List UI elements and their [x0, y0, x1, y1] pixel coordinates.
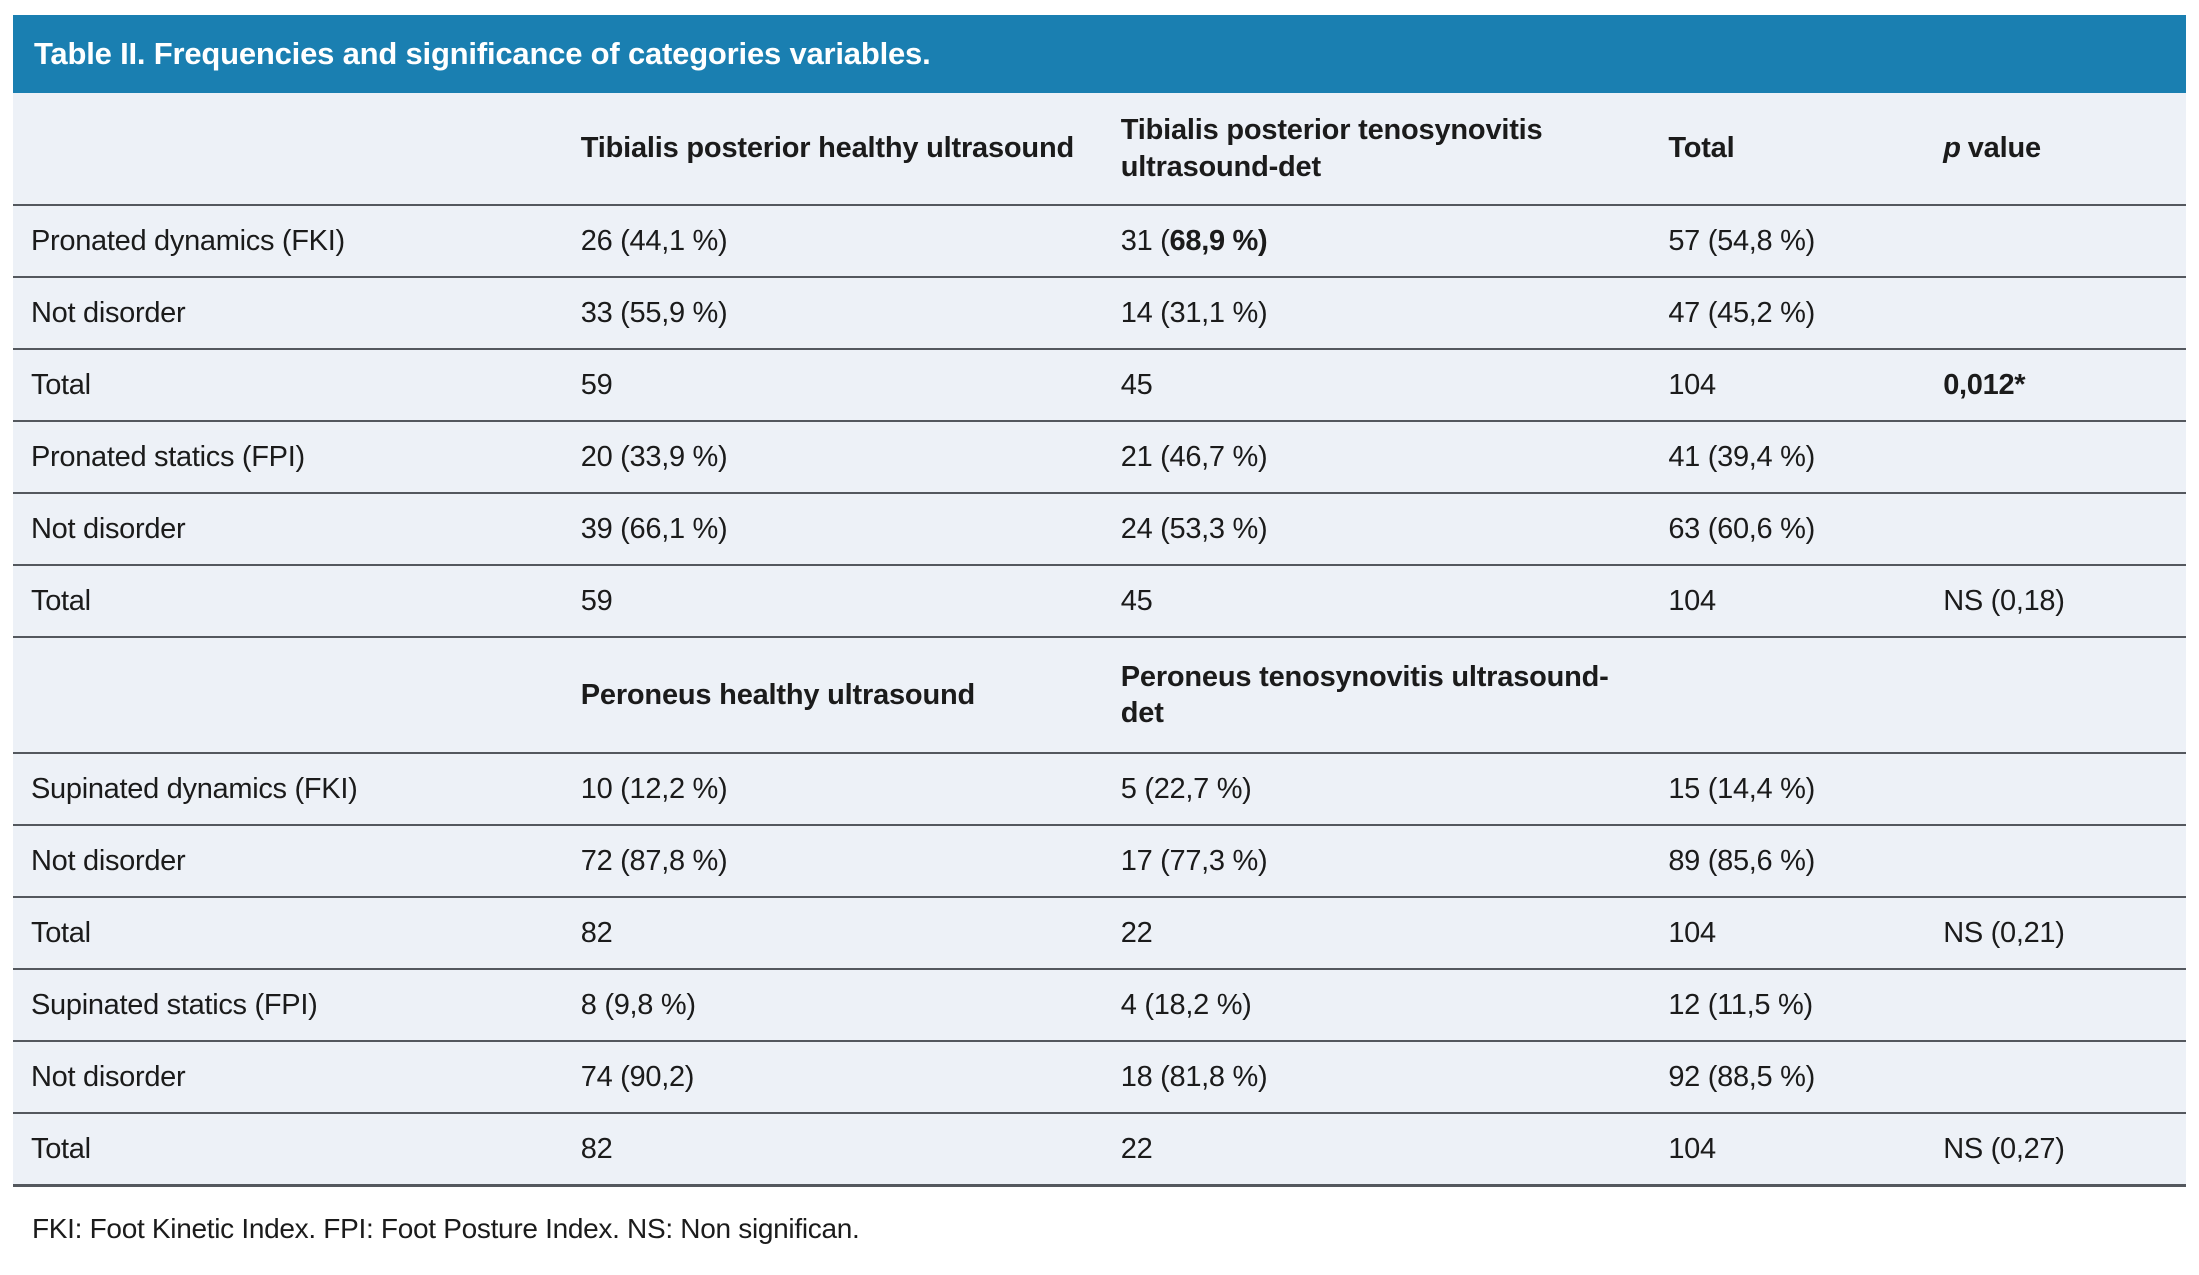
p-value-cell [1925, 969, 2186, 1042]
table-row: Total 82 22 104 NS (0,21) [13, 897, 2186, 970]
row-label-cell: Pronated statics (FPI) [13, 421, 563, 494]
table-row: Total 59 45 104 0,012* [13, 349, 2186, 422]
p-value-cell [1925, 1041, 2186, 1114]
value-cell: 72 (87,8 %) [562, 825, 1103, 898]
p-value-cell [1925, 753, 2186, 826]
row-label-cell: Total [13, 565, 563, 638]
header-total: Total [1650, 93, 1926, 206]
table-footnote: FKI: Foot Kinetic Index. FPI: Foot Postu… [13, 1186, 2186, 1245]
value-cell: 4 (18,2 %) [1102, 969, 1651, 1042]
table-title: Table II. Frequencies and significance o… [34, 36, 931, 71]
column-header-row-tibialis: Tibialis posterior healthy ultrasound Ti… [13, 93, 2186, 206]
value-cell: 33 (55,9 %) [562, 277, 1103, 350]
table-row: Not disorder 33 (55,9 %) 14 (31,1 %) 47 … [13, 277, 2186, 350]
p-value-cell: 0,012* [1925, 349, 2186, 422]
header-tibialis-healthy: Tibialis posterior healthy ultrasound [562, 93, 1103, 206]
value-cell: 26 (44,1 %) [562, 205, 1103, 278]
page: Table II. Frequencies and significance o… [13, 15, 2186, 1245]
value-cell: 8 (9,8 %) [562, 969, 1103, 1042]
table-row: Pronated dynamics (FKI) 26 (44,1 %) 31 (… [13, 205, 2186, 278]
row-label-cell: Total [13, 1113, 563, 1187]
value-cell: 89 (85,6 %) [1650, 825, 1926, 898]
row-label-cell: Total [13, 349, 563, 422]
header-tibialis-tenosynovitis: Tibialis posterior tenosynovitis ultraso… [1102, 93, 1651, 206]
value-cell: 20 (33,9 %) [562, 421, 1103, 494]
value-cell: 12 (11,5 %) [1650, 969, 1926, 1042]
value-cell: 47 (45,2 %) [1650, 277, 1926, 350]
value-cell: 39 (66,1 %) [562, 493, 1103, 566]
row-label-cell: Supinated dynamics (FKI) [13, 753, 563, 826]
value-cell: 45 [1102, 349, 1651, 422]
value-cell: 59 [562, 565, 1103, 638]
header-peroneus-tenosynovitis: Peroneus tenosynovitis ultrasound-det [1102, 637, 1651, 754]
frequencies-table: Tibialis posterior healthy ultrasound Ti… [13, 93, 2186, 1187]
value-cell: 24 (53,3 %) [1102, 493, 1651, 566]
header-p-value: p value [1925, 93, 2186, 206]
table-row: Not disorder 72 (87,8 %) 17 (77,3 %) 89 … [13, 825, 2186, 898]
value-cell: 21 (46,7 %) [1102, 421, 1651, 494]
row-label-cell: Supinated statics (FPI) [13, 969, 563, 1042]
table-row: Supinated statics (FPI) 8 (9,8 %) 4 (18,… [13, 969, 2186, 1042]
header-empty-cell [1650, 637, 1926, 754]
value-cell: 92 (88,5 %) [1650, 1041, 1926, 1114]
value-cell: 104 [1650, 1113, 1926, 1187]
table-row: Total 59 45 104 NS (0,18) [13, 565, 2186, 638]
p-value-cell [1925, 277, 2186, 350]
value-cell: 63 (60,6 %) [1650, 493, 1926, 566]
header-empty-cell [13, 93, 563, 206]
table-row: Pronated statics (FPI) 20 (33,9 %) 21 (4… [13, 421, 2186, 494]
p-value-cell: NS (0,18) [1925, 565, 2186, 638]
value-cell: 22 [1102, 897, 1651, 970]
value-cell: 14 (31,1 %) [1102, 277, 1651, 350]
table-title-bar: Table II. Frequencies and significance o… [13, 15, 2186, 93]
row-label-cell: Not disorder [13, 825, 563, 898]
value-cell: 57 (54,8 %) [1650, 205, 1926, 278]
value-cell: 31 (68,9 %) [1102, 205, 1651, 278]
value-regular-part: 31 ( [1120, 224, 1170, 257]
value-cell: 104 [1650, 565, 1926, 638]
header-empty-cell [1925, 637, 2186, 754]
value-bold-part: 68,9 %) [1169, 224, 1268, 257]
value-cell: 10 (12,2 %) [562, 753, 1103, 826]
row-label-cell: Not disorder [13, 493, 563, 566]
table-row: Supinated dynamics (FKI) 10 (12,2 %) 5 (… [13, 753, 2186, 826]
value-cell: 82 [562, 897, 1103, 970]
p-value-italic-p: p [1943, 132, 1961, 165]
value-cell: 45 [1102, 565, 1651, 638]
value-cell: 15 (14,4 %) [1650, 753, 1926, 826]
p-value-cell: NS (0,21) [1925, 897, 2186, 970]
table-row: Not disorder 39 (66,1 %) 24 (53,3 %) 63 … [13, 493, 2186, 566]
value-cell: 82 [562, 1113, 1103, 1187]
p-value-cell [1925, 205, 2186, 278]
column-header-row-peroneus: Peroneus healthy ultrasound Peroneus ten… [13, 637, 2186, 754]
p-value-cell [1925, 493, 2186, 566]
value-cell: 5 (22,7 %) [1102, 753, 1651, 826]
value-cell: 59 [562, 349, 1103, 422]
value-cell: 74 (90,2) [562, 1041, 1103, 1114]
value-cell: 104 [1650, 349, 1926, 422]
p-value-cell [1925, 825, 2186, 898]
value-cell: 22 [1102, 1113, 1651, 1187]
row-label-cell: Pronated dynamics (FKI) [13, 205, 563, 278]
row-label-cell: Not disorder [13, 1041, 563, 1114]
header-peroneus-healthy: Peroneus healthy ultrasound [562, 637, 1103, 754]
value-cell: 17 (77,3 %) [1102, 825, 1651, 898]
value-cell: 18 (81,8 %) [1102, 1041, 1651, 1114]
row-label-cell: Not disorder [13, 277, 563, 350]
value-cell: 41 (39,4 %) [1650, 421, 1926, 494]
value-cell: 104 [1650, 897, 1926, 970]
p-value-word: value [1967, 132, 2041, 165]
row-label-cell: Total [13, 897, 563, 970]
table-row: Total 82 22 104 NS (0,27) [13, 1113, 2186, 1187]
header-empty-cell [13, 637, 563, 754]
p-value-cell [1925, 421, 2186, 494]
table-row: Not disorder 74 (90,2) 18 (81,8 %) 92 (8… [13, 1041, 2186, 1114]
p-value-cell: NS (0,27) [1925, 1113, 2186, 1187]
